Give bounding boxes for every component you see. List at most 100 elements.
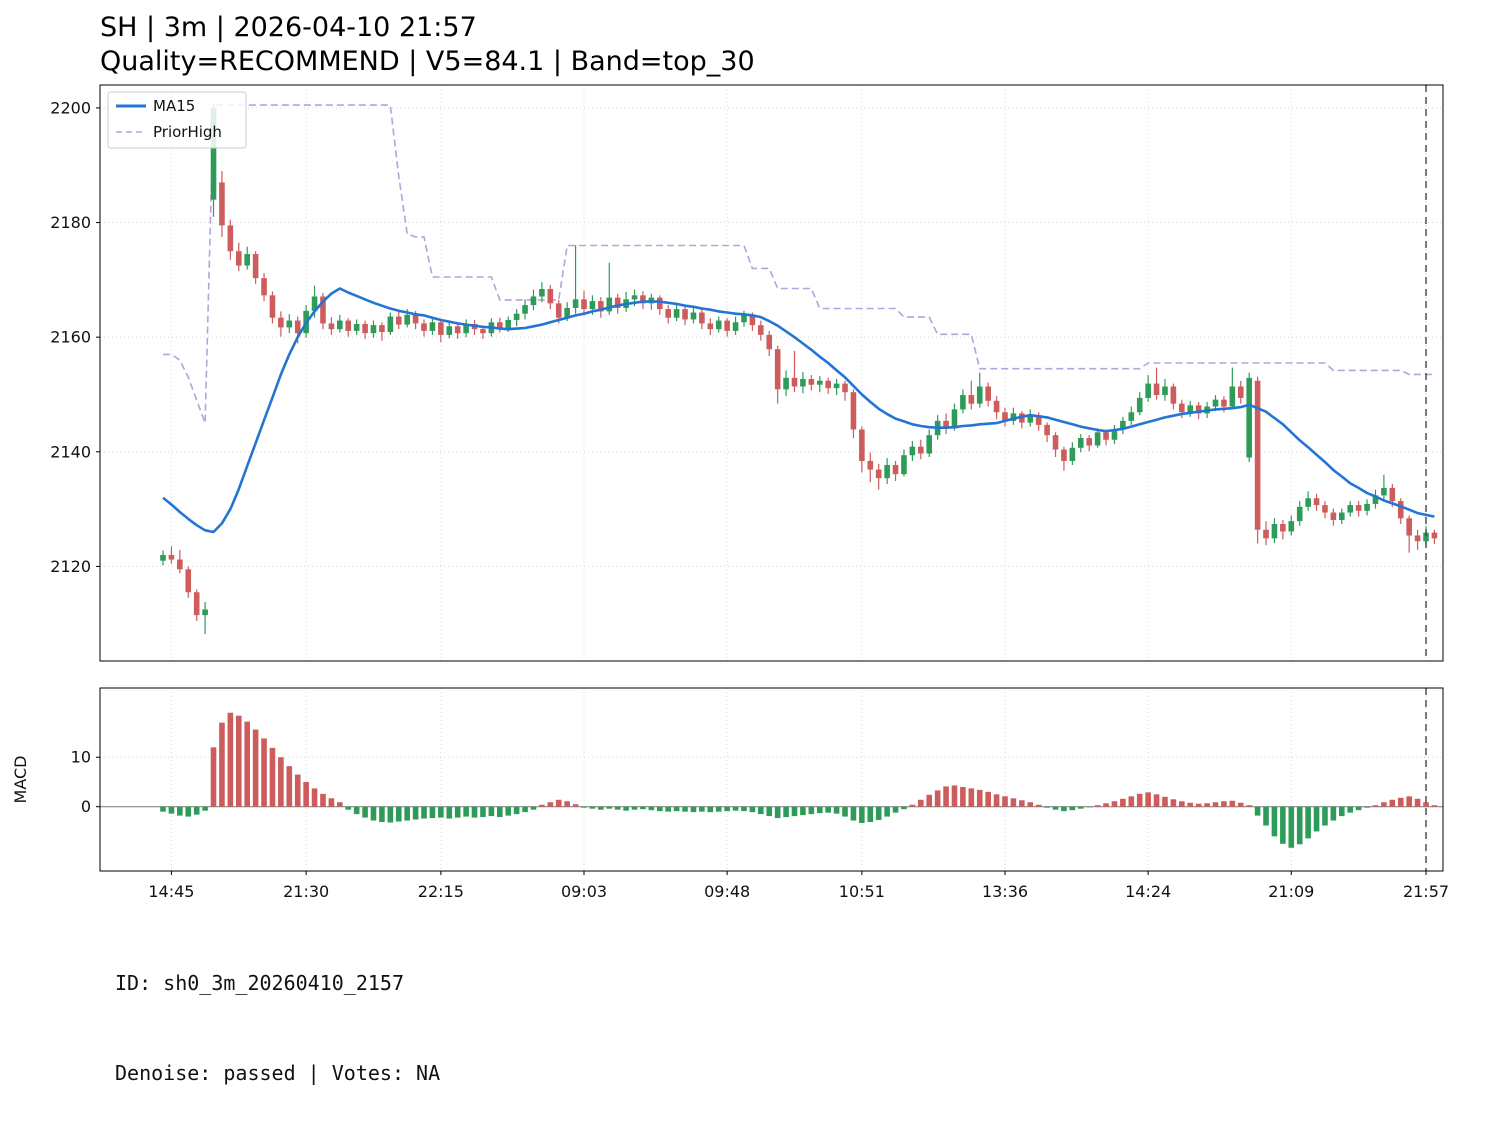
macd-bar bbox=[471, 806, 478, 818]
macd-bar bbox=[345, 806, 352, 810]
candle-body bbox=[1254, 380, 1261, 530]
candle-body bbox=[480, 329, 486, 334]
macd-bar bbox=[286, 766, 293, 807]
candle-body bbox=[732, 322, 739, 331]
candle-body bbox=[943, 420, 949, 429]
macd-bar bbox=[446, 806, 453, 819]
x-tick-label: 09:03 bbox=[561, 882, 607, 901]
candle-body bbox=[859, 429, 865, 461]
macd-bar bbox=[884, 806, 890, 817]
candle-body bbox=[825, 380, 831, 389]
macd-bar bbox=[1145, 792, 1151, 807]
macd-bar bbox=[816, 806, 823, 814]
macd-bar bbox=[1069, 806, 1076, 811]
macd-bar bbox=[539, 804, 545, 807]
candle-body bbox=[715, 320, 722, 330]
macd-bar bbox=[1179, 801, 1185, 807]
candle-body bbox=[1237, 386, 1244, 398]
candle-body bbox=[505, 319, 512, 329]
x-tick-label: 21:57 bbox=[1403, 882, 1449, 901]
legend-label: PriorHigh bbox=[153, 123, 222, 141]
macd-bar bbox=[1397, 797, 1404, 807]
macd-bar bbox=[1339, 806, 1345, 817]
candle-body bbox=[219, 182, 225, 226]
candle-body bbox=[1423, 532, 1429, 542]
candle-body bbox=[976, 386, 983, 404]
macd-bar bbox=[244, 721, 250, 807]
macd-bar bbox=[1423, 802, 1429, 807]
candle-body bbox=[1347, 505, 1354, 513]
candle-body bbox=[337, 320, 343, 330]
macd-bar bbox=[379, 806, 385, 823]
candle-body bbox=[892, 464, 899, 475]
candle-body bbox=[606, 297, 613, 312]
candle-body bbox=[926, 435, 933, 454]
candle-body bbox=[1128, 412, 1135, 421]
candle-body bbox=[951, 409, 958, 429]
macd-bar bbox=[160, 806, 166, 812]
candle-body bbox=[707, 323, 714, 330]
candle-body bbox=[1313, 498, 1320, 506]
macd-bar bbox=[1305, 806, 1311, 839]
macd-bar bbox=[1389, 799, 1396, 807]
candle-body bbox=[244, 254, 250, 266]
candle-body bbox=[446, 326, 453, 335]
macd-bar bbox=[429, 806, 436, 819]
candle-body bbox=[816, 380, 823, 385]
macd-bar bbox=[235, 715, 242, 807]
candle-body bbox=[421, 323, 427, 331]
macd-bar bbox=[640, 806, 646, 810]
macd-bar bbox=[202, 806, 208, 811]
candle-body bbox=[1229, 386, 1236, 407]
candle-body bbox=[497, 322, 503, 329]
macd-bar bbox=[1263, 806, 1269, 826]
candle-body bbox=[1271, 524, 1278, 539]
candle-body bbox=[1027, 415, 1034, 423]
candle-body bbox=[1035, 415, 1042, 425]
candle-body bbox=[1406, 518, 1412, 536]
macd-bar bbox=[699, 806, 705, 812]
macd-bar bbox=[1271, 806, 1278, 837]
candle-body bbox=[1195, 405, 1202, 414]
candle-body bbox=[581, 299, 587, 310]
macd-bar bbox=[1010, 798, 1017, 807]
macd-bar bbox=[918, 799, 924, 807]
macd-bar bbox=[1094, 805, 1101, 807]
macd-bar bbox=[985, 791, 991, 807]
macd-bar bbox=[395, 806, 402, 822]
candle-body bbox=[1094, 432, 1101, 446]
candle-body bbox=[665, 309, 671, 318]
candle-body bbox=[193, 592, 200, 616]
candle-body bbox=[808, 379, 815, 385]
macd-bar bbox=[328, 798, 335, 807]
candle-body bbox=[614, 297, 621, 308]
candle-body bbox=[791, 377, 798, 387]
candle-body bbox=[202, 609, 208, 616]
macd-bar bbox=[766, 806, 773, 817]
macd-bar bbox=[513, 806, 520, 815]
candle-body bbox=[1212, 399, 1219, 407]
x-tick-label: 14:24 bbox=[1125, 882, 1171, 901]
candle-body bbox=[278, 317, 284, 328]
macd-bar bbox=[960, 786, 966, 807]
candle-body bbox=[530, 296, 537, 306]
macd-bar bbox=[210, 747, 217, 807]
candle-body bbox=[1221, 399, 1227, 407]
macd-bar bbox=[673, 806, 680, 812]
macd-bar bbox=[665, 806, 671, 812]
candle-body bbox=[1162, 386, 1168, 396]
chart-subtitle: Quality=RECOMMEND | V5=84.1 | Band=top_3… bbox=[100, 46, 755, 77]
candle-body bbox=[1246, 377, 1252, 458]
macd-bar bbox=[682, 806, 688, 812]
candle-body bbox=[598, 301, 604, 312]
candle-body bbox=[177, 559, 183, 570]
candle-body bbox=[589, 301, 596, 310]
macd-bar bbox=[1313, 806, 1320, 832]
price-panel-border bbox=[99, 84, 1444, 662]
macd-bar bbox=[1364, 806, 1370, 808]
macd-bar bbox=[320, 793, 326, 807]
macd-bar bbox=[1061, 806, 1067, 812]
candle-body bbox=[438, 322, 444, 335]
macd-bar bbox=[1019, 800, 1025, 807]
candle-body bbox=[1120, 420, 1126, 430]
